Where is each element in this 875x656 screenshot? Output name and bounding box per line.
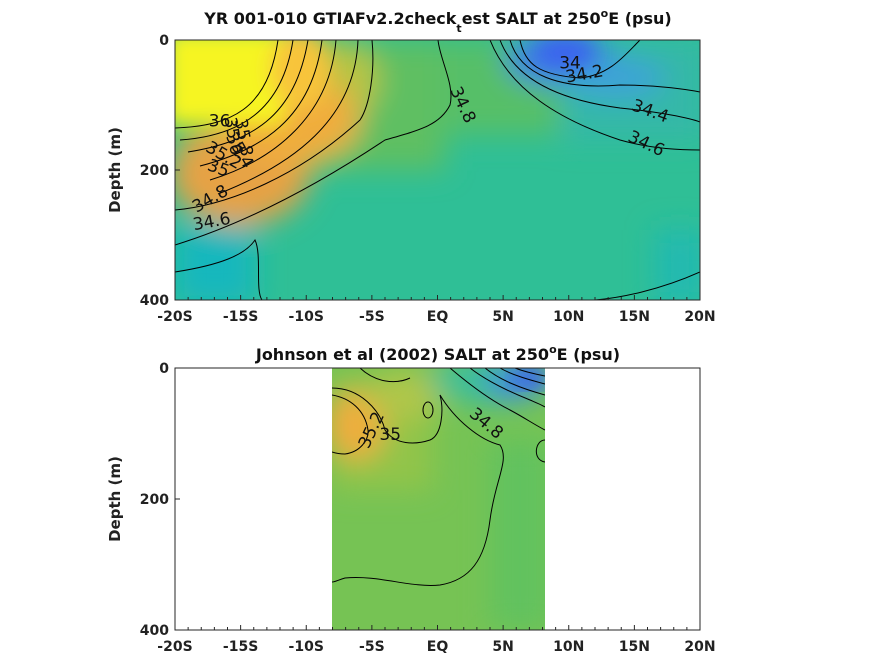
panel2-y-ticks: 0 200 400 [140, 361, 180, 639]
panel1-x-tick-label: 15N [619, 309, 650, 325]
panel1-y-tick-label: 200 [140, 163, 169, 179]
panel1-x-tick-label: -20S [157, 309, 192, 325]
panel2-x-tick-label: 20N [684, 639, 715, 655]
panel2-x-tick-label: -10S [289, 639, 324, 655]
panel2-y-tick-label: 0 [159, 361, 169, 377]
panel2-y-axis-label: Depth (m) [106, 456, 124, 542]
model-salinity-panel: YR 001-010 GTIAFv2.2checktest SALT at 25… [106, 7, 716, 325]
panel1-x-tick-label: 10N [553, 309, 584, 325]
panel1-y-ticks: 0 200 400 [140, 33, 180, 309]
panel2-x-tick-label: EQ [427, 639, 449, 655]
panel1-x-tick-label: EQ [427, 309, 449, 325]
panel1-contour-label: 34 [559, 53, 581, 73]
panel2-contour-label: 35 [379, 425, 401, 445]
panel2-contour-lines [332, 368, 545, 586]
panel2-y-tick-label: 200 [140, 492, 169, 508]
panel1-x-tick-label: -10S [289, 309, 324, 325]
panel2-x-ticks: -20S -15S -10S -5S EQ 5N 10N 15N 20N [157, 625, 716, 655]
panel2-x-tick-label: -15S [223, 639, 258, 655]
panel1-contour-lines [175, 40, 700, 300]
panel1-salinity-field: 36 35.835.635.435.23534.834.634.83434.234… [175, 40, 700, 300]
panel2-salinity-field: 35.235 34.8 [332, 368, 545, 630]
panel1-x-tick-label: -5S [359, 309, 385, 325]
panel1-x-tick-label: 5N [492, 309, 513, 325]
panel2-x-tick-label: -5S [359, 639, 385, 655]
panel1-y-tick-label: 400 [140, 293, 169, 309]
panel2-x-tick-label: 15N [619, 639, 650, 655]
panel2-x-tick-label: 10N [553, 639, 584, 655]
panel1-y-axis-label: Depth (m) [106, 127, 124, 213]
panel1-x-ticks: -20S -15S -10S -5S EQ 5N 10N 15N 20N [157, 295, 716, 325]
panel1-contour-label: 36 [209, 111, 231, 131]
panel1-x-tick-label: 20N [684, 309, 715, 325]
panel2-title: Johnson et al (2002) SALT at 250oE (psu) [255, 343, 620, 364]
observed-salinity-panel: Johnson et al (2002) SALT at 250oE (psu) [106, 343, 716, 655]
panel2-x-tick-label: -20S [157, 639, 192, 655]
panel1-y-tick-label: 0 [159, 33, 169, 49]
panel2-x-tick-label: 5N [492, 639, 513, 655]
panel2-y-tick-label: 400 [140, 623, 169, 639]
panel1-title: YR 001-010 GTIAFv2.2checktest SALT at 25… [203, 7, 671, 35]
panel1-x-tick-label: -15S [223, 309, 258, 325]
